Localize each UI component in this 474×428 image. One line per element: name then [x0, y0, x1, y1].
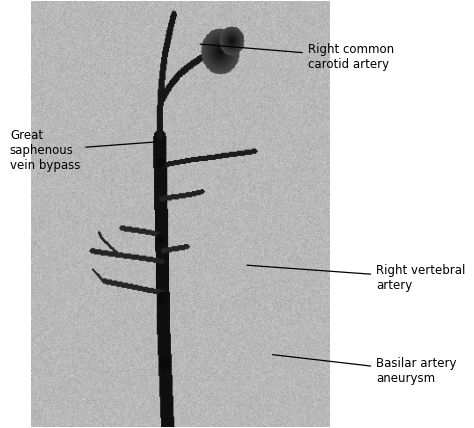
- Text: Right common
carotid artery: Right common carotid artery: [200, 43, 394, 71]
- Text: Great
saphenous
vein bypass: Great saphenous vein bypass: [10, 129, 156, 172]
- Text: Right vertebral
artery: Right vertebral artery: [247, 264, 465, 292]
- Text: Basilar artery
aneurysm: Basilar artery aneurysm: [273, 355, 457, 385]
